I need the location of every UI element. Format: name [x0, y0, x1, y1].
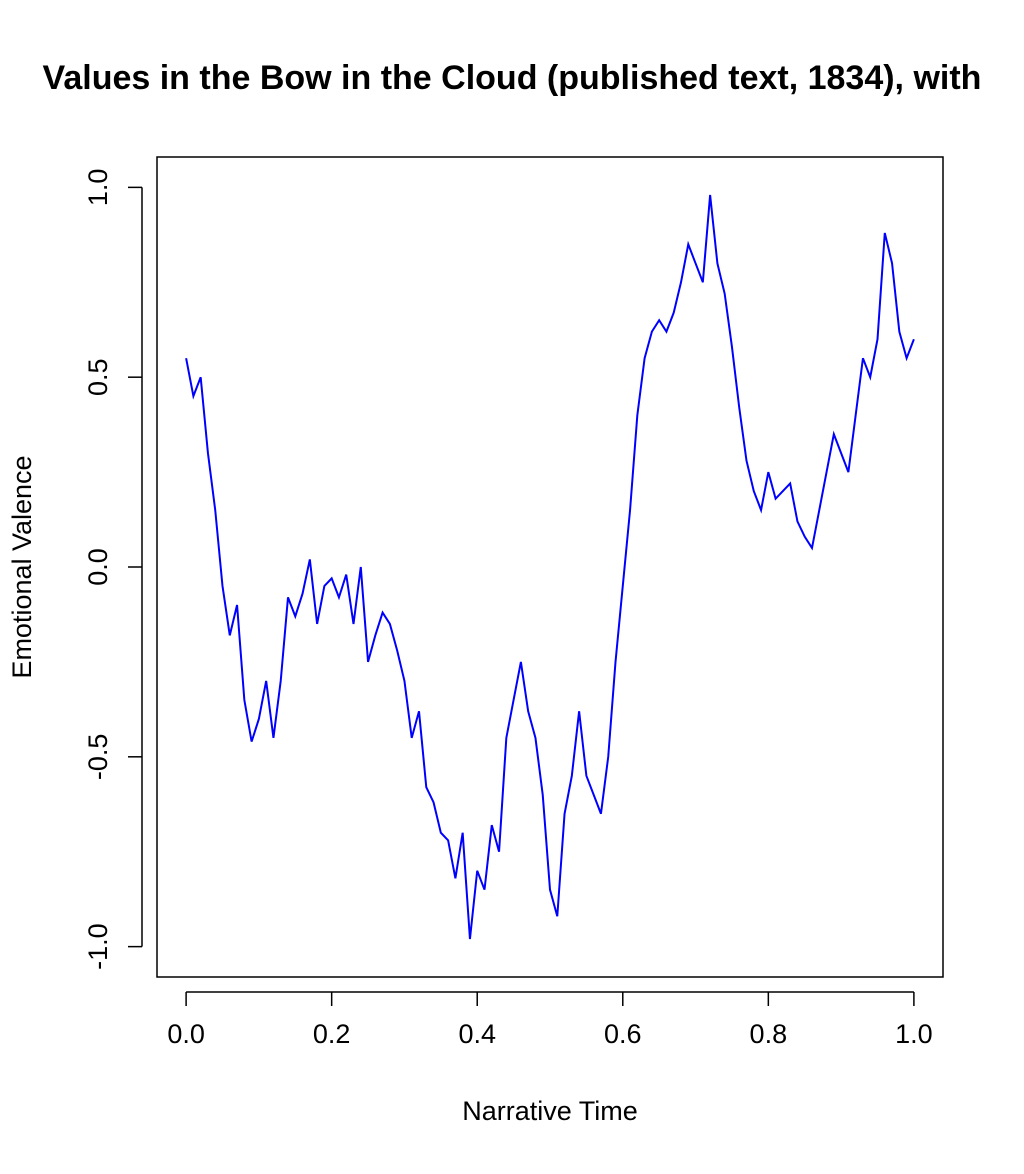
x-tick-label: 0.8 [750, 1019, 788, 1049]
y-tick-label: -1.0 [83, 923, 113, 970]
plot-frame [156, 156, 944, 978]
x-tick-label: 0.4 [458, 1019, 496, 1049]
x-tick-label: 0.6 [604, 1019, 642, 1049]
x-tick-label: 0.0 [167, 1019, 205, 1049]
x-tick-label: 1.0 [895, 1019, 933, 1049]
y-tick-label: 0.5 [83, 358, 113, 396]
data-line [185, 194, 915, 940]
x-tick-label: 0.2 [313, 1019, 351, 1049]
y-axis-label: Emotional Valence [7, 455, 37, 678]
x-axis-label: Narrative Time [462, 1096, 638, 1126]
y-tick-label: 1.0 [83, 169, 113, 207]
y-tick-label: 0.0 [83, 548, 113, 586]
y-tick-label: -0.5 [83, 734, 113, 781]
chart-title: Values in the Bow in the Cloud (publishe… [43, 59, 982, 97]
